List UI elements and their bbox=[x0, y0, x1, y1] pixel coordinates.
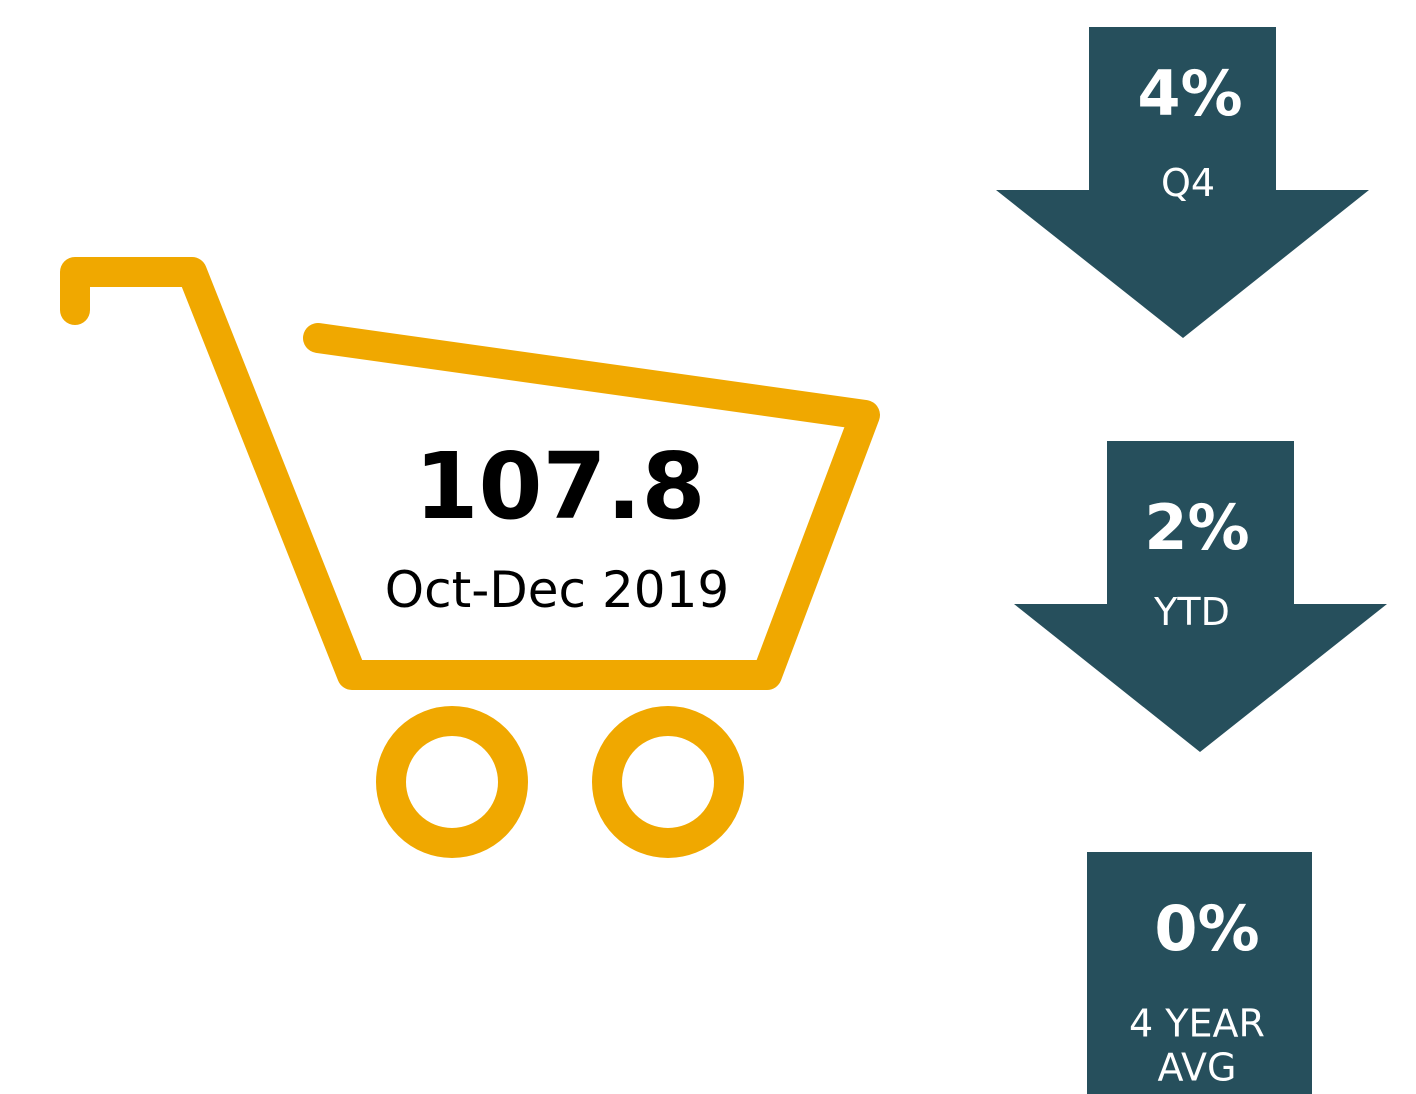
down-arrow bbox=[1014, 441, 1387, 752]
indicator-value: 0% bbox=[1154, 892, 1260, 965]
main-value: 107.8 bbox=[414, 433, 706, 540]
cart-wheel bbox=[592, 706, 744, 858]
indicator-value: 4% bbox=[1137, 57, 1243, 130]
indicator-label: 4 YEAR AVG bbox=[1129, 1001, 1265, 1089]
neutral-box bbox=[1087, 852, 1312, 1094]
main-period: Oct-Dec 2019 bbox=[384, 561, 730, 619]
down-arrow bbox=[996, 27, 1369, 338]
cart-icon bbox=[60, 257, 880, 858]
indicator-label: YTD bbox=[1154, 590, 1230, 634]
cart-body bbox=[60, 257, 880, 690]
cart-wheel bbox=[376, 706, 528, 858]
indicator-label: Q4 bbox=[1160, 161, 1216, 205]
indicator-value: 2% bbox=[1144, 491, 1250, 564]
